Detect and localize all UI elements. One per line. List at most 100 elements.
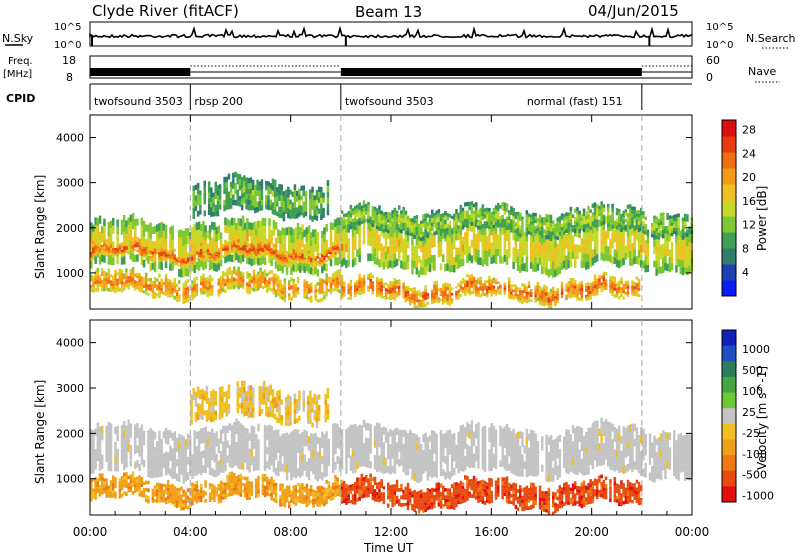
heatmap-cell — [173, 431, 177, 440]
heatmap-cell — [569, 231, 573, 239]
heatmap-cell — [514, 226, 518, 230]
heatmap-cell — [512, 261, 515, 270]
heatmap-cell — [325, 453, 328, 462]
heatmap-cell — [278, 195, 281, 201]
heatmap-cell — [156, 224, 159, 232]
heatmap-cell — [523, 290, 526, 294]
heatmap-cell — [145, 276, 148, 281]
heatmap-cell — [167, 254, 170, 257]
heatmap-cell — [591, 212, 595, 217]
cpid-segment-label: twofsound 3503 — [345, 95, 434, 108]
heatmap-cell — [459, 243, 463, 251]
heatmap-cell — [356, 455, 359, 463]
heatmap-cell — [382, 442, 386, 451]
heatmap-cell — [442, 221, 445, 225]
heatmap-cell — [241, 231, 245, 239]
heatmap-cell — [241, 447, 245, 455]
heatmap-cell — [413, 235, 416, 239]
heatmap-cell — [340, 449, 344, 457]
heatmap-cell — [675, 231, 678, 235]
heatmap-cell — [547, 291, 551, 295]
heatmap-cell — [354, 257, 357, 265]
heatmap-cell — [492, 231, 496, 240]
heatmap-cell — [229, 198, 233, 204]
heatmap-cell — [327, 258, 331, 261]
heatmap-cell — [305, 281, 309, 285]
heatmap-cell — [450, 257, 454, 265]
heatmap-cell — [345, 458, 348, 467]
heatmap-cell — [191, 293, 194, 298]
heatmap-cell — [431, 292, 434, 296]
heatmap-cell — [653, 226, 656, 231]
heatmap-cell — [543, 288, 546, 292]
heatmap-cell — [120, 227, 124, 235]
heatmap-cell — [464, 282, 467, 285]
heatmap-cell — [684, 217, 687, 222]
heatmap-cell — [310, 441, 313, 449]
heatmap-cell — [195, 453, 199, 461]
heatmap-cell — [609, 254, 612, 263]
heatmap-cell — [387, 219, 390, 223]
heatmap-cell — [114, 463, 117, 472]
heatmap-cell — [483, 283, 487, 287]
heatmap-cell — [169, 254, 172, 257]
heatmap-cell — [277, 445, 280, 453]
heatmap-cell — [444, 233, 447, 242]
heatmap-cell — [173, 259, 177, 263]
heatmap-cell — [541, 223, 544, 227]
heatmap-cell — [415, 290, 419, 294]
heatmap-cell — [327, 249, 331, 252]
heatmap-cell — [98, 463, 102, 471]
heatmap-cell — [336, 277, 339, 281]
heatmap-cell — [182, 283, 185, 287]
heatmap-cell — [391, 465, 394, 473]
heatmap-cell — [354, 214, 357, 218]
heatmap-cell — [464, 247, 467, 255]
heatmap-cell — [182, 293, 185, 298]
heatmap-cell — [488, 289, 491, 294]
heatmap-cell — [633, 286, 636, 289]
heatmap-cell — [195, 289, 199, 293]
heatmap-cell — [208, 431, 212, 439]
heatmap-cell — [552, 220, 555, 225]
heatmap-cell — [299, 227, 302, 235]
heatmap-cell — [398, 231, 401, 240]
heatmap-cell — [285, 259, 289, 262]
heatmap-cell — [406, 286, 410, 289]
heatmap-cell — [466, 254, 469, 263]
heatmap-cell — [307, 261, 311, 265]
heatmap-cell — [461, 218, 465, 222]
heatmap-cell — [411, 260, 414, 268]
heatmap-cell — [268, 225, 271, 234]
heatmap-cell — [186, 257, 190, 260]
heatmap-cell — [376, 215, 379, 219]
heatmap-cell — [125, 227, 128, 235]
heatmap-cell — [214, 210, 217, 217]
heatmap-cell — [598, 281, 601, 286]
heatmap-cell — [92, 247, 95, 251]
heatmap-cell — [129, 423, 133, 431]
heatmap-cell — [356, 224, 359, 229]
heatmap-cell — [233, 266, 236, 271]
heatmap-cell — [156, 463, 159, 471]
heatmap-cell — [538, 226, 542, 231]
heatmap-cell — [142, 236, 146, 245]
heatmap-cell — [360, 452, 364, 460]
heatmap-cell — [490, 242, 493, 250]
heatmap-cell — [406, 440, 410, 448]
heatmap-cell — [659, 233, 663, 238]
heatmap-cell — [642, 229, 645, 234]
heatmap-cell — [175, 299, 179, 303]
heatmap-cell — [587, 214, 590, 219]
heatmap-cell — [576, 251, 579, 259]
heatmap-cell — [182, 286, 185, 291]
heatmap-cell — [250, 246, 254, 249]
heatmap-cell — [134, 255, 137, 263]
heatmap-cell — [571, 287, 575, 291]
heatmap-cell — [120, 254, 124, 257]
heatmap-cell — [442, 455, 445, 462]
heatmap-cell — [591, 286, 595, 289]
heatmap-cell — [468, 288, 471, 292]
heatmap-cell — [629, 258, 632, 266]
heatmap-cell — [558, 219, 562, 223]
